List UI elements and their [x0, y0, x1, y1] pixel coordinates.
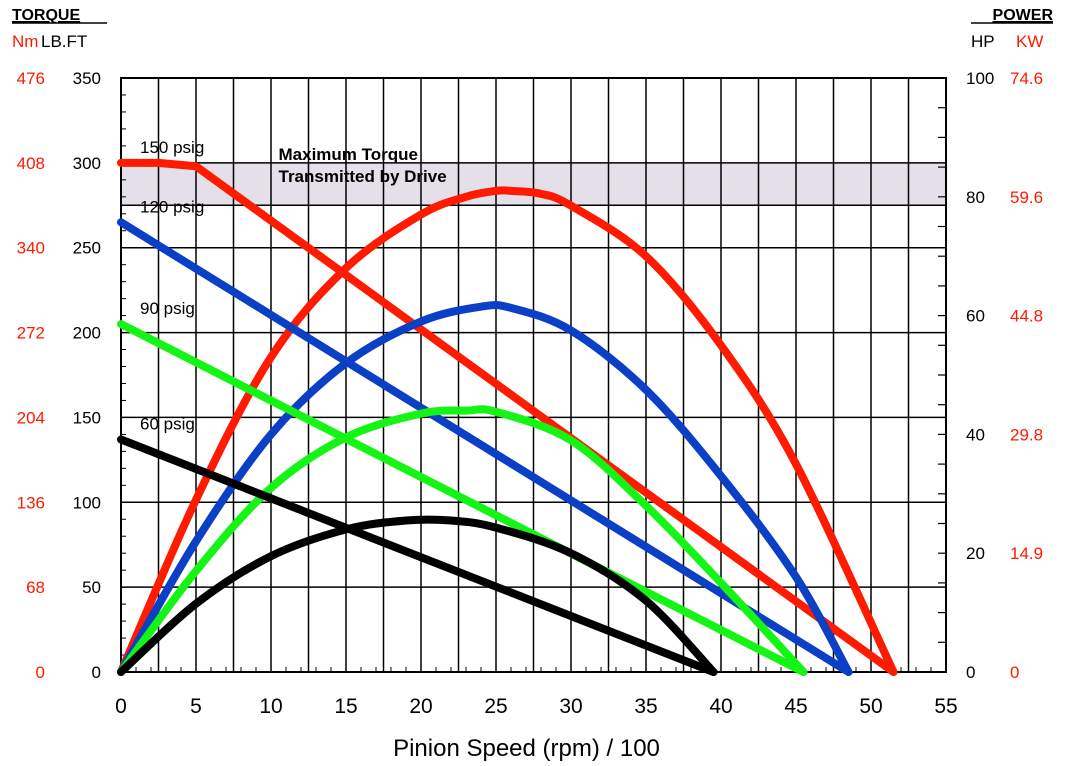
- x-tick-label: 15: [334, 695, 357, 718]
- torque-lbft-tick-label: 350: [73, 69, 101, 88]
- torque-line-120-psig: [117, 218, 853, 676]
- torque-nm-tick-label: 0: [36, 663, 45, 682]
- power-kw-tick-label: 74.6: [1010, 69, 1043, 88]
- power-hp-tick-label: 100: [966, 69, 994, 88]
- torque-nm-tick-label: 408: [17, 154, 45, 173]
- power-curve-90-psig: [117, 405, 808, 676]
- torque-nm-tick-label: 136: [17, 493, 45, 512]
- x-tick-label: 0: [115, 695, 127, 718]
- torque-lbft-tick-label: 200: [73, 324, 101, 343]
- x-axis-label: Pinion Speed (rpm) / 100: [393, 735, 660, 762]
- power-header: POWER: [993, 7, 1054, 24]
- power-unit-kw: KW: [1016, 32, 1043, 51]
- series-label-90-psig: 90 psig: [140, 299, 195, 318]
- x-tick-label: 50: [859, 695, 882, 718]
- torque-nm-tick-label: 340: [17, 239, 45, 258]
- x-tick-label: 10: [259, 695, 282, 718]
- torque-lbft-tick-label: 100: [73, 493, 101, 512]
- torque-header: TORQUE: [12, 7, 80, 24]
- power-curve-150-psig: [117, 186, 898, 676]
- x-tick-label: 40: [709, 695, 732, 718]
- x-tick-label: 20: [409, 695, 432, 718]
- power-unit-hp: HP: [971, 32, 995, 51]
- torque-line-150-psig: [117, 158, 898, 676]
- band-label-line2: Transmitted by Drive: [279, 167, 447, 186]
- x-tick-label: 5: [190, 695, 202, 718]
- series-label-60-psig: 60 psig: [140, 414, 195, 433]
- torque-unit-nm: Nm: [12, 32, 38, 51]
- series-label-150-psig: 150 psig: [140, 138, 204, 157]
- power-kw-tick-label: 59.6: [1010, 188, 1043, 207]
- power-kw-tick-label: 0: [1010, 663, 1019, 682]
- x-tick-label: 45: [784, 695, 807, 718]
- power-kw-tick-label: 29.8: [1010, 425, 1043, 444]
- torque-lbft-tick-label: 250: [73, 239, 101, 258]
- torque-line-90-psig: [117, 320, 808, 676]
- power-hp-tick-label: 0: [966, 663, 975, 682]
- x-tick-label: 35: [634, 695, 657, 718]
- power-curve-60-psig: [117, 515, 718, 676]
- torque-lbft-tick-label: 300: [73, 154, 101, 173]
- band-label-line1: Maximum Torque: [279, 145, 418, 164]
- torque-unit-lbft: LB.FT: [41, 32, 87, 51]
- x-tick-label: 25: [484, 695, 507, 718]
- power-hp-tick-label: 20: [966, 544, 985, 563]
- power-hp-tick-label: 60: [966, 307, 985, 326]
- series-label-120-psig: 120 psig: [140, 197, 204, 216]
- power-kw-tick-label: 44.8: [1010, 307, 1043, 326]
- torque-lbft-tick-label: 0: [92, 663, 101, 682]
- torque-line-60-psig: [117, 435, 718, 676]
- torque-nm-tick-label: 68: [26, 578, 45, 597]
- power-kw-tick-label: 14.9: [1010, 544, 1043, 563]
- torque-lbft-tick-label: 50: [82, 578, 101, 597]
- torque-lbft-tick-label: 150: [73, 408, 101, 427]
- power-hp-tick-label: 80: [966, 188, 985, 207]
- torque-nm-tick-label: 204: [17, 408, 45, 427]
- x-tick-label: 55: [934, 695, 957, 718]
- power-curve-120-psig: [117, 300, 853, 676]
- torque-nm-tick-label: 476: [17, 69, 45, 88]
- x-tick-label: 30: [559, 695, 582, 718]
- power-hp-tick-label: 40: [966, 425, 985, 444]
- torque-nm-tick-label: 272: [17, 324, 45, 343]
- plot-frame: [120, 77, 947, 673]
